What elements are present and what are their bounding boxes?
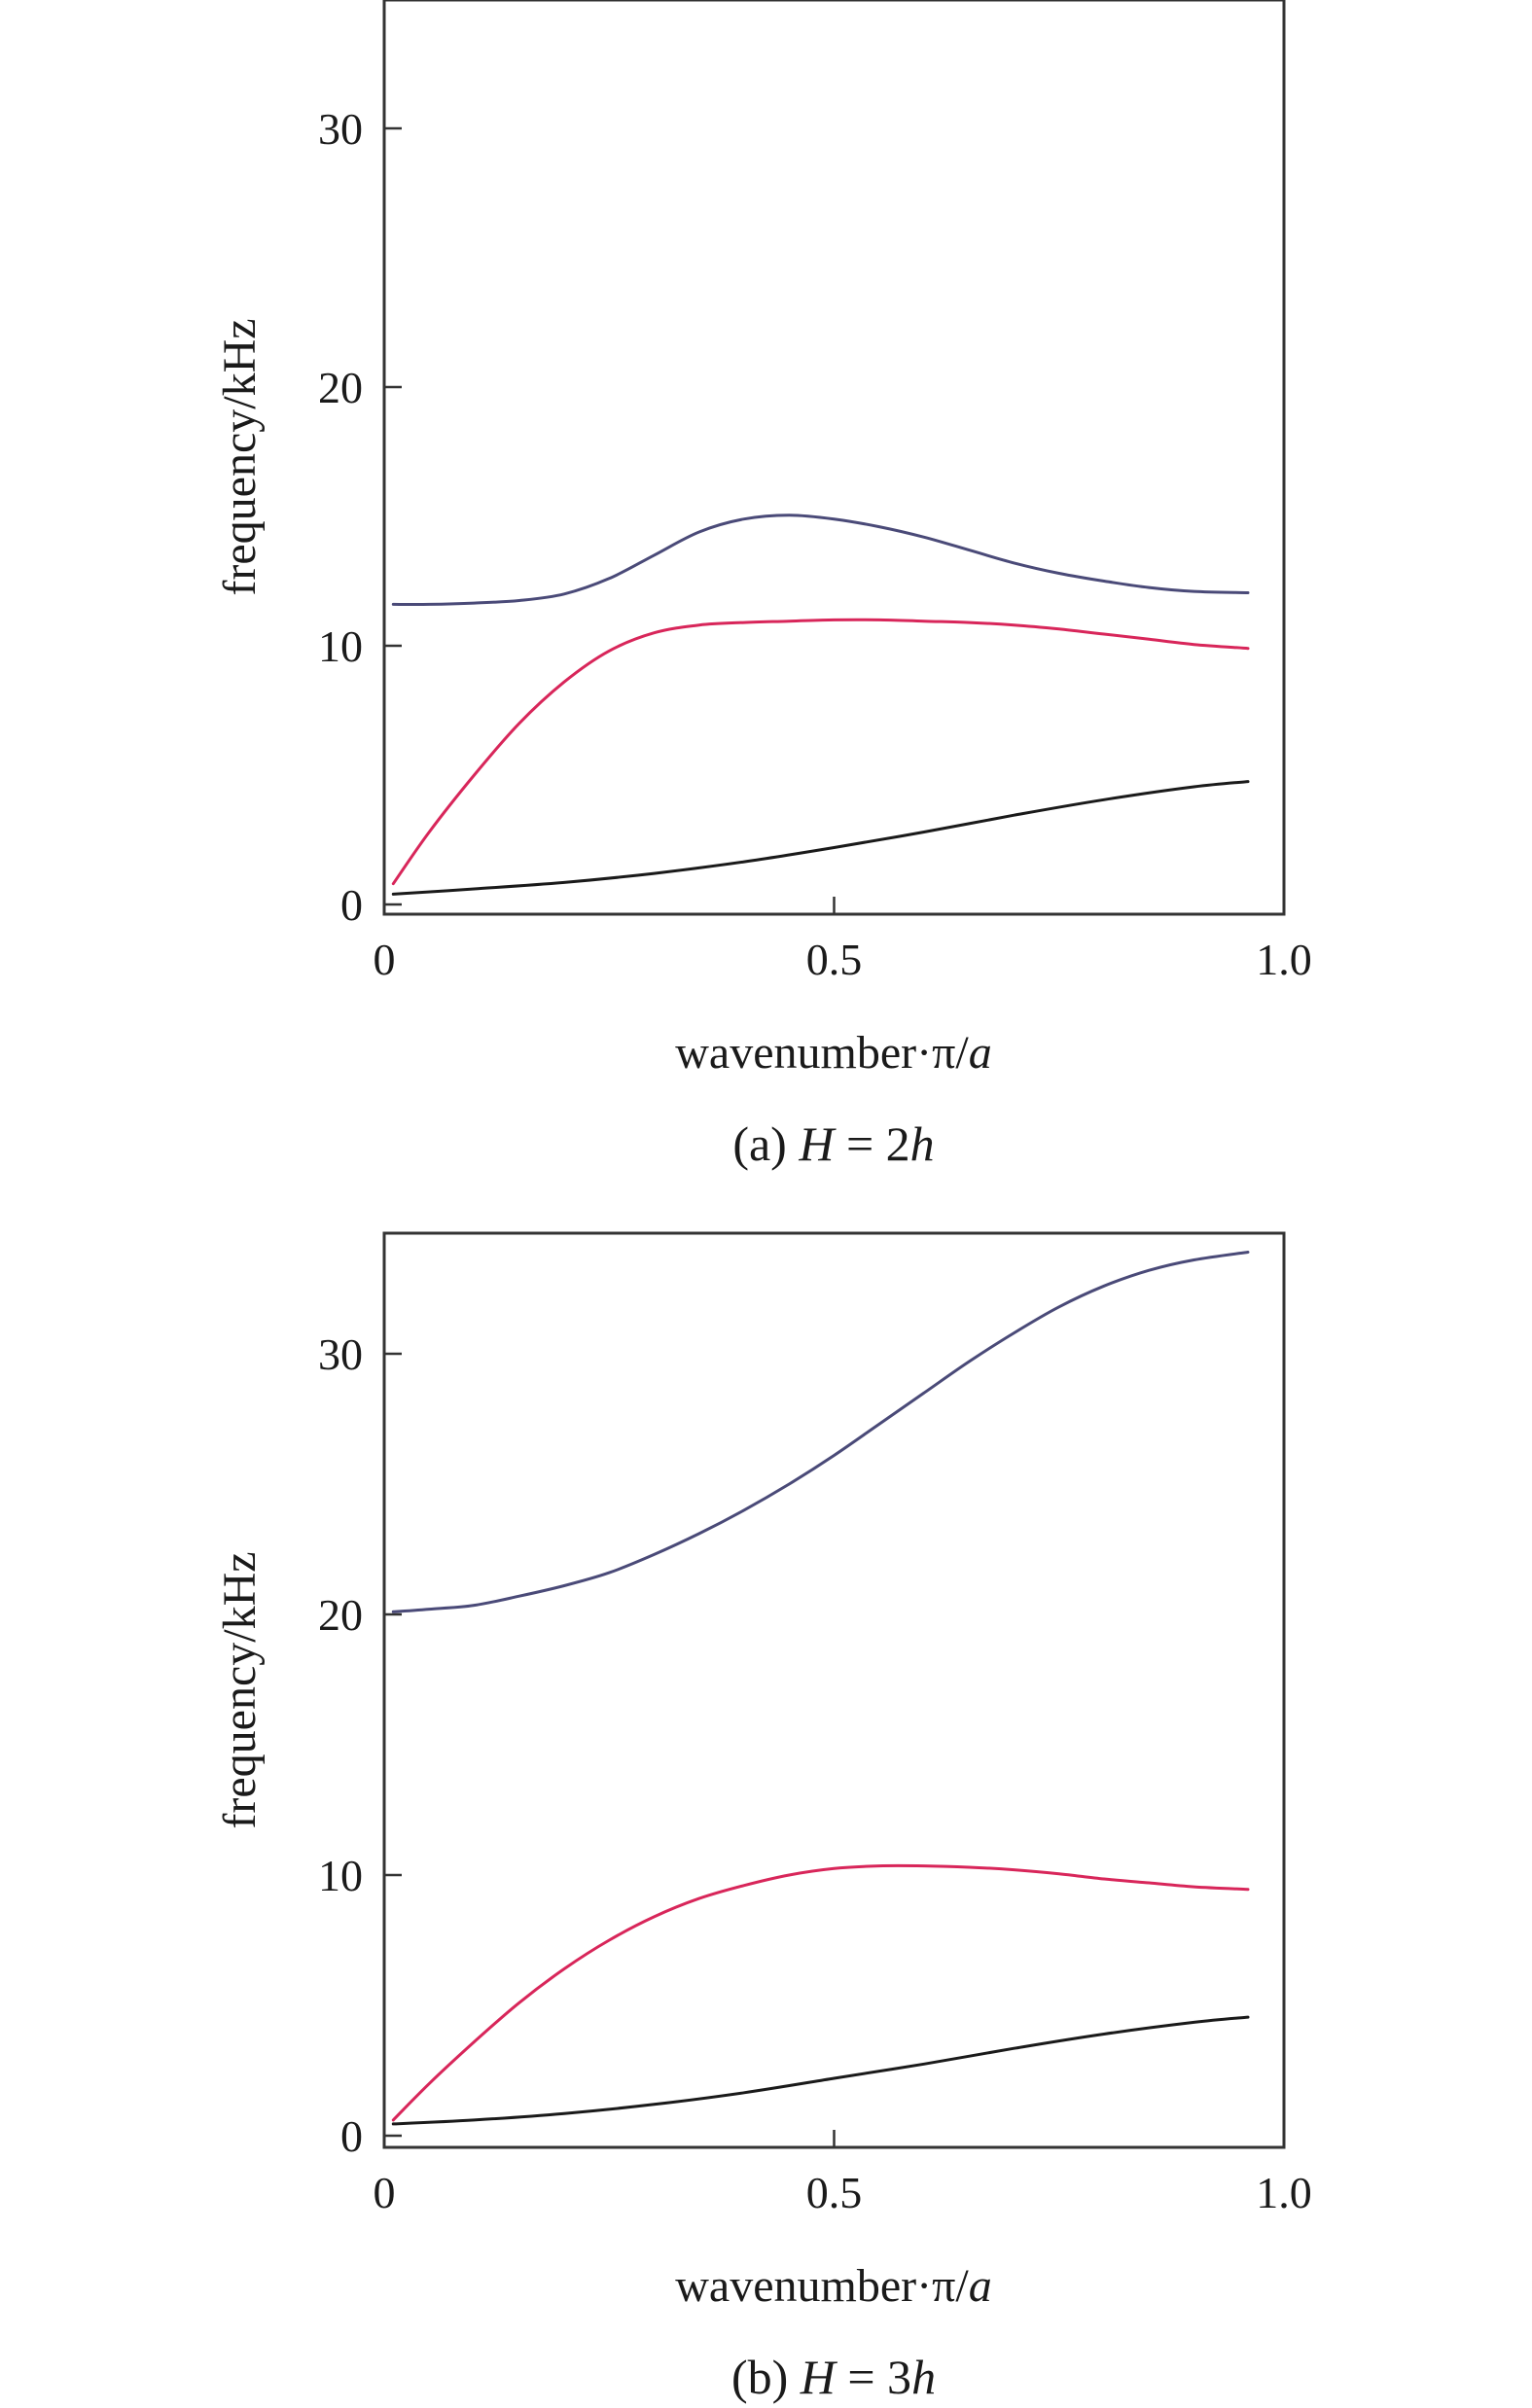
upper-band-line (391, 513, 1250, 607)
x-axis-label-var: a (969, 1027, 992, 1079)
x-tick-label: 0 (374, 935, 396, 984)
x-tick-label: 1.0 (1256, 2168, 1312, 2217)
caption-prefix: (a) (732, 1116, 799, 1171)
lower-band-line (391, 780, 1250, 896)
y-tick-label: 20 (318, 1590, 363, 1640)
x-tick-label: 0 (374, 2168, 396, 2217)
x-axis-label-text: wavenumber·π/ (675, 2260, 969, 2312)
y-tick-label: 30 (318, 104, 363, 154)
panel-caption: (a) H = 2h (732, 1116, 934, 1171)
series-group (391, 513, 1250, 896)
x-axis-label: wavenumber·π/a (675, 2260, 991, 2312)
series-group (391, 1251, 1250, 2126)
caption-var: H (800, 2350, 838, 2404)
caption-sub: h (910, 1116, 935, 1171)
y-tick-label: 10 (318, 1851, 363, 1900)
y-tick-label: 20 (318, 363, 363, 412)
x-axis-label: wavenumber·π/a (675, 1027, 991, 1079)
y-axis-label: frequency/kHz (214, 318, 266, 595)
middle-band-line (391, 1863, 1250, 2122)
y-tick-label: 10 (318, 621, 363, 671)
y-tick-label: 30 (318, 1329, 363, 1379)
caption-sub: h (911, 2350, 936, 2404)
axis-ticks: 0 10 20 30 0 0.5 1.0 (318, 104, 1312, 984)
x-axis-label-text: wavenumber·π/ (675, 1027, 969, 1079)
plot-frame (382, 1231, 1286, 2149)
x-tick-label: 0.5 (806, 2168, 863, 2217)
y-tick-label: 0 (340, 2111, 363, 2161)
x-axis-label-var: a (969, 2260, 992, 2312)
caption-mid: = 3 (836, 2350, 911, 2404)
chart-panel-a: 0 10 20 30 0 0.5 1.0 frequency/kHz wavenumber·… (214, 0, 1312, 1171)
upper-band-line (391, 1251, 1250, 1613)
panel-caption: (b) H = 3h (731, 2350, 936, 2404)
plot-frame (382, 0, 1286, 916)
caption-prefix: (b) (731, 2350, 801, 2404)
chart-panel-b: 0 10 20 30 0 0.5 1.0 frequency/kHz wavenumber·… (214, 1231, 1312, 2404)
y-tick-label: 0 (340, 880, 363, 930)
caption-var: H (798, 1116, 837, 1171)
x-tick-label: 0.5 (806, 935, 863, 984)
middle-band-line (391, 618, 1250, 886)
axis-ticks: 0 10 20 30 0 0.5 1.0 (318, 1329, 1312, 2217)
lower-band-line (391, 2015, 1250, 2126)
caption-mid: = 2 (834, 1116, 909, 1171)
y-axis-label: frequency/kHz (214, 1551, 266, 1828)
x-tick-label: 1.0 (1256, 935, 1312, 984)
